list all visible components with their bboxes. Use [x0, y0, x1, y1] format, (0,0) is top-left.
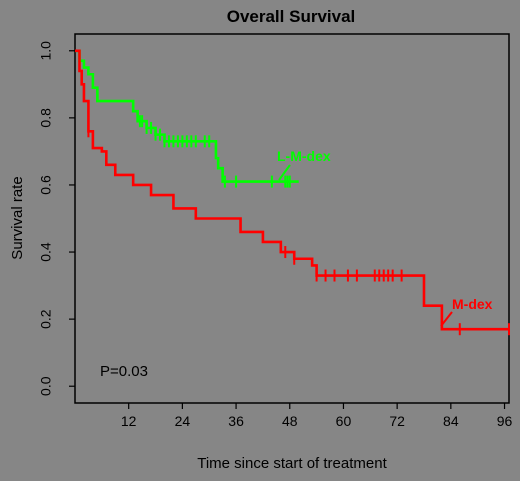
y-axis-label: Survival rate [9, 176, 26, 259]
x-tick-label: 84 [443, 413, 459, 429]
x-tick-label: 48 [282, 413, 298, 429]
x-tick-label: 12 [121, 413, 137, 429]
series-label-l-m-dex: L-M-dex [277, 148, 331, 164]
x-axis-label: Time since start of treatment [197, 455, 387, 472]
y-tick-label: 0.6 [38, 175, 54, 195]
y-tick-label: 0.8 [38, 108, 54, 128]
chart-title: Overall Survival [227, 7, 356, 26]
x-tick-label: 24 [175, 413, 191, 429]
m-dex-pointer [440, 311, 453, 327]
p-value-annotation: P=0.03 [100, 363, 148, 380]
y-tick-label: 0.4 [38, 242, 54, 262]
y-tick-label: 0.2 [38, 309, 54, 329]
plot-frame [74, 33, 510, 404]
series-label-m-dex: M-dex [452, 296, 493, 312]
x-tick-label: 72 [389, 413, 405, 429]
series-layer [75, 49, 510, 336]
x-tick-label: 96 [497, 413, 513, 429]
y-axis-ticks: 0.0 0.2 0.4 0.6 0.8 1.0 [38, 41, 75, 396]
y-tick-label: 0.0 [38, 376, 54, 396]
x-axis-ticks: 12 24 36 48 60 72 84 96 [121, 403, 513, 429]
series-line-l-m-dex [75, 49, 299, 183]
y-tick-label: 1.0 [38, 41, 54, 61]
l-m-dex-pointer [278, 164, 291, 181]
x-tick-label: 60 [336, 413, 352, 429]
series-line-m-dex [75, 49, 509, 331]
x-tick-label: 36 [228, 413, 244, 429]
